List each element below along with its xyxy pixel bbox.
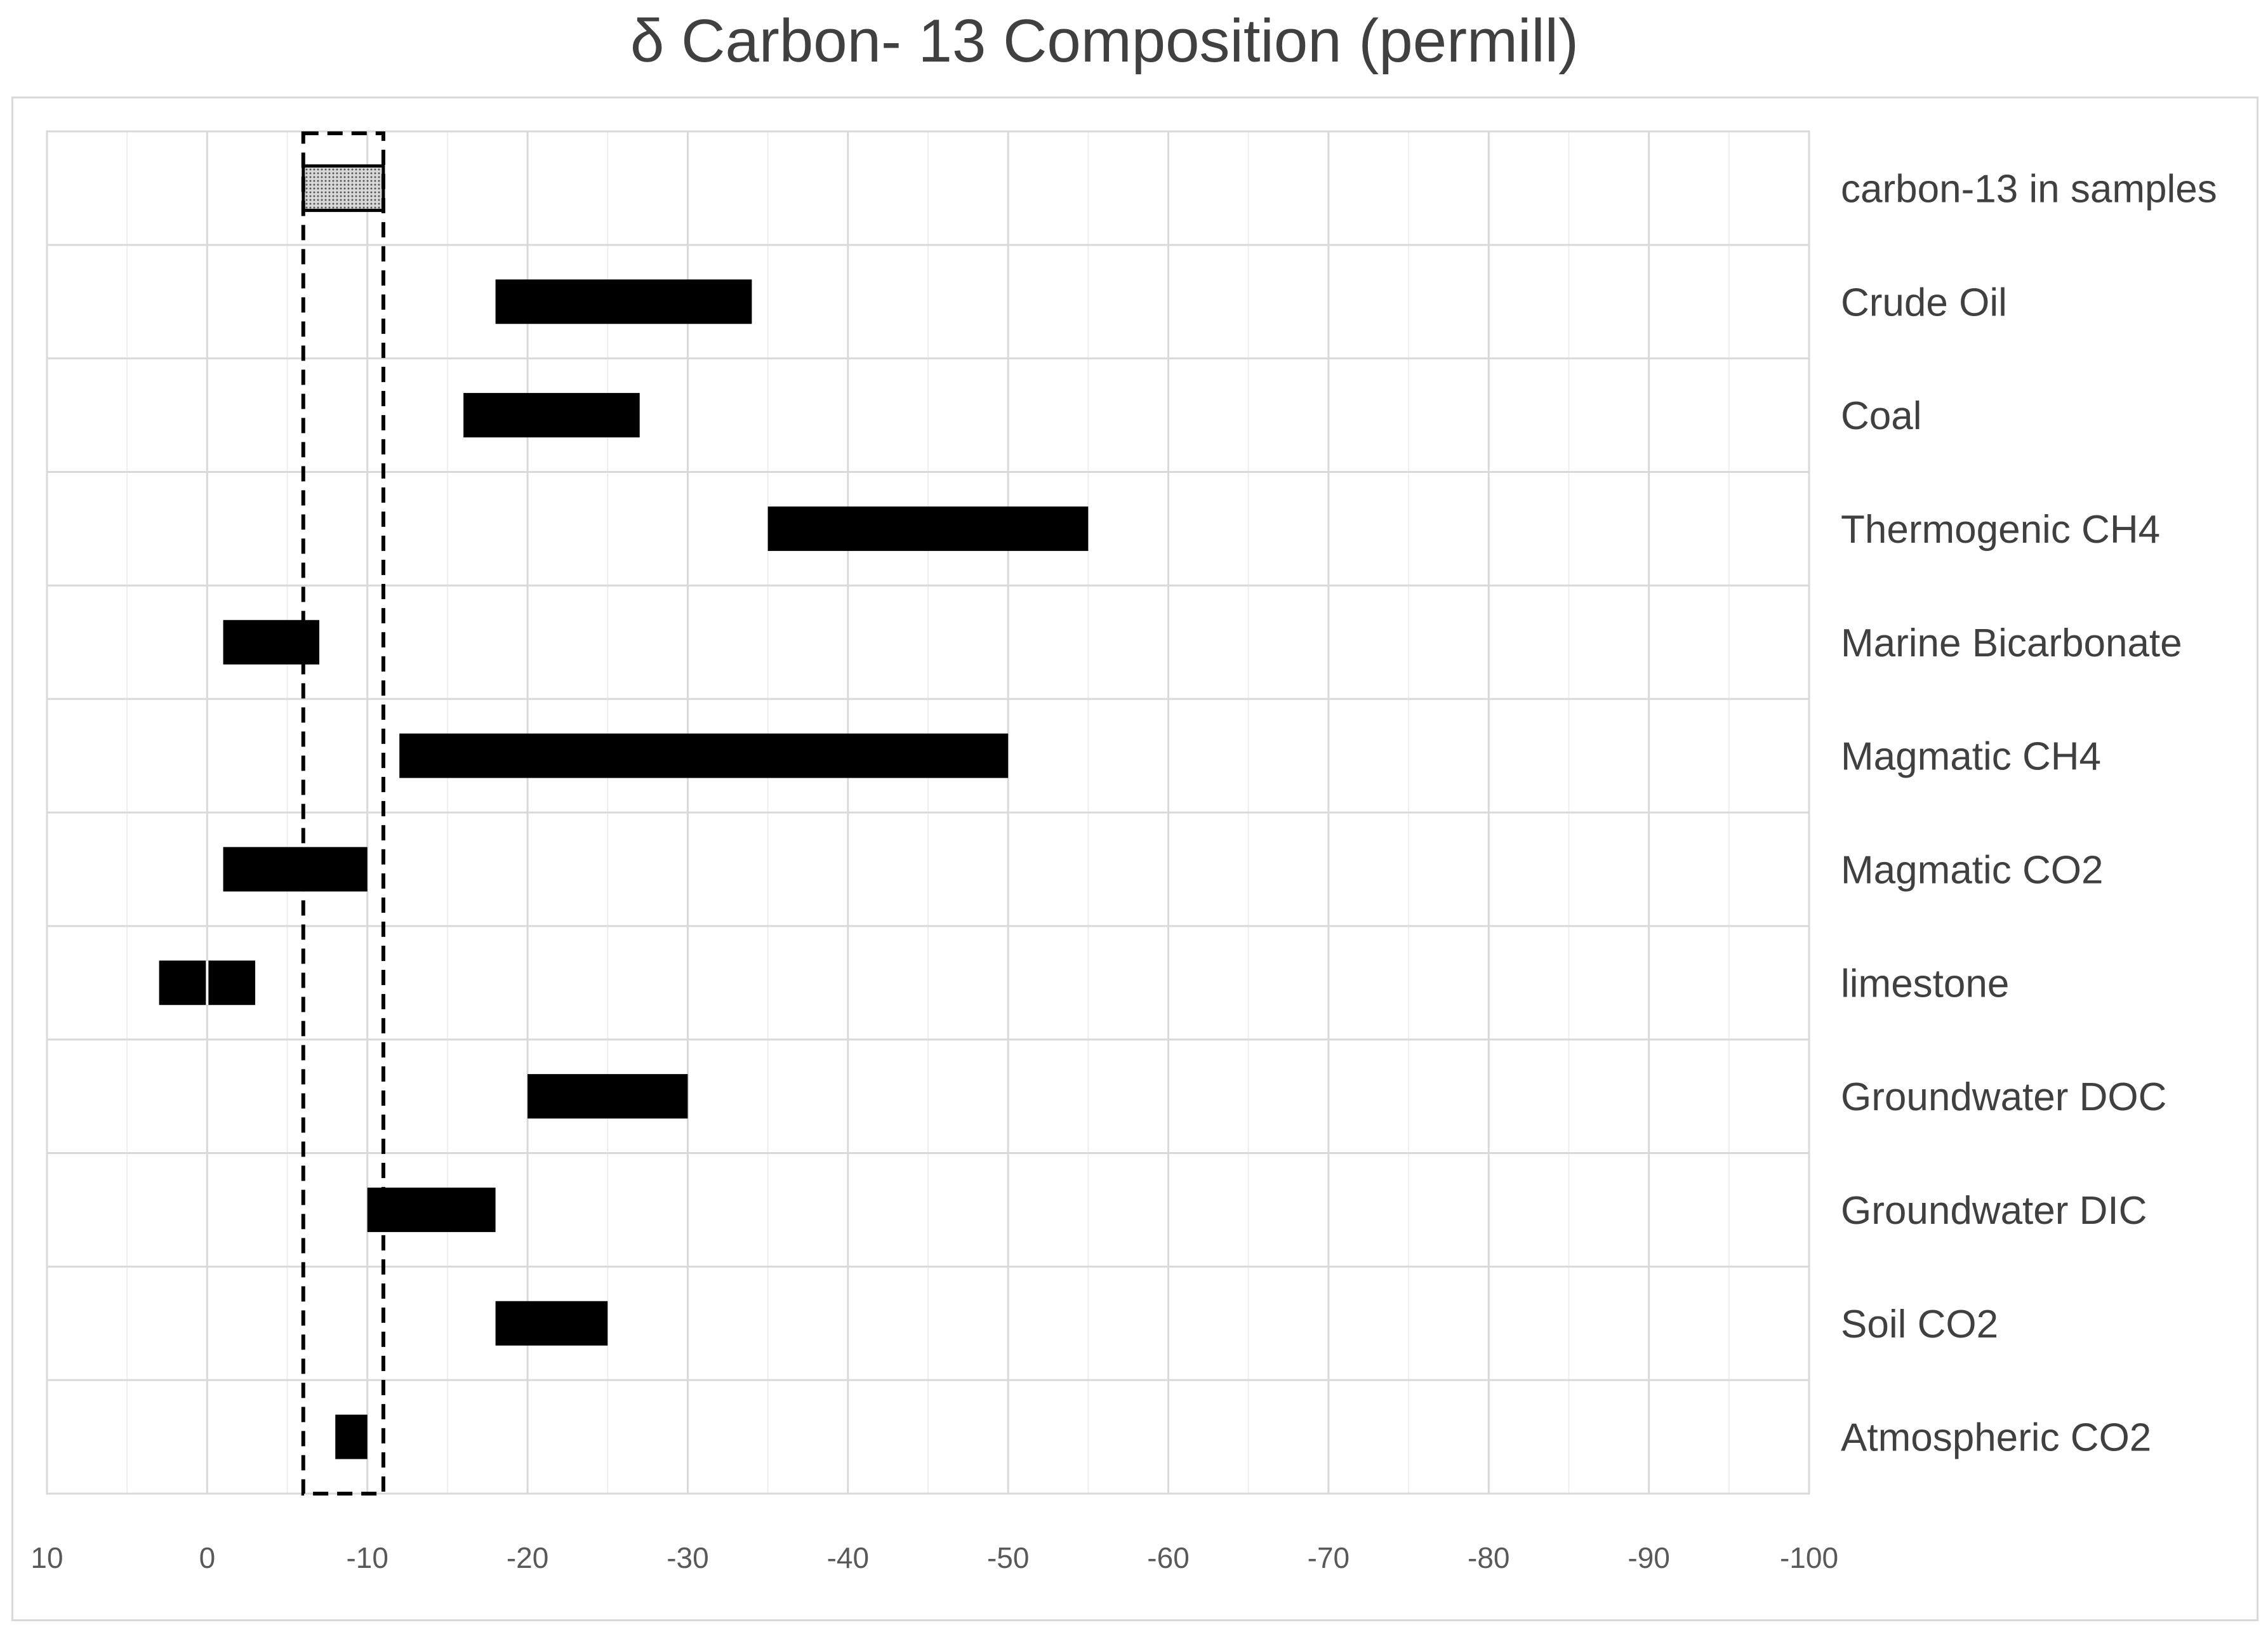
category-label: Magmatic CO2	[1841, 848, 2103, 892]
category-label: Crude Oil	[1841, 281, 2007, 324]
x-tick-label: -30	[666, 1541, 708, 1574]
bar-atmospheric-co2	[335, 1414, 368, 1459]
category-label: Coal	[1841, 394, 1922, 438]
category-label: limestone	[1841, 962, 2009, 1005]
x-tick-label: -80	[1468, 1541, 1509, 1574]
bar-crude-oil	[495, 279, 752, 324]
chart-title: δ Carbon- 13 Composition (permill)	[630, 7, 1579, 75]
bar-magmatic-ch4	[399, 733, 1009, 778]
category-label: Marine Bicarbonate	[1841, 621, 2182, 665]
sample-range-highlight	[301, 131, 385, 1496]
bar-coal	[463, 393, 640, 438]
x-tick-label: -40	[827, 1541, 869, 1574]
x-tick-label: -50	[987, 1541, 1029, 1574]
bar-magmatic-co2	[223, 847, 368, 892]
x-tick-label: -60	[1147, 1541, 1189, 1574]
bar-soil-co2	[495, 1301, 608, 1346]
category-label: Soil CO2	[1841, 1303, 1998, 1346]
chart-frame	[11, 96, 2258, 1621]
x-tick-label: 0	[199, 1541, 216, 1574]
bar-groundwater-doc	[527, 1074, 688, 1119]
x-tick-label: -10	[346, 1541, 388, 1574]
category-label: Groundwater DIC	[1841, 1189, 2147, 1233]
x-tick-label: -100	[1780, 1541, 1838, 1574]
category-label: Magmatic CH4	[1841, 735, 2101, 779]
bar-thermogenic-ch4	[767, 506, 1089, 551]
x-tick-label: -20	[507, 1541, 548, 1574]
x-tick-label: -90	[1628, 1541, 1669, 1574]
x-tick-label: -70	[1308, 1541, 1350, 1574]
category-label: Thermogenic CH4	[1841, 508, 2160, 552]
bar-carbon-13-in-samples	[302, 164, 385, 212]
category-label: carbon-13 in samples	[1841, 167, 2217, 211]
category-label: Atmospheric CO2	[1841, 1416, 2151, 1460]
bar-groundwater-dic	[367, 1187, 496, 1232]
category-label: Groundwater DOC	[1841, 1075, 2166, 1119]
x-tick-label: 10	[30, 1541, 63, 1574]
